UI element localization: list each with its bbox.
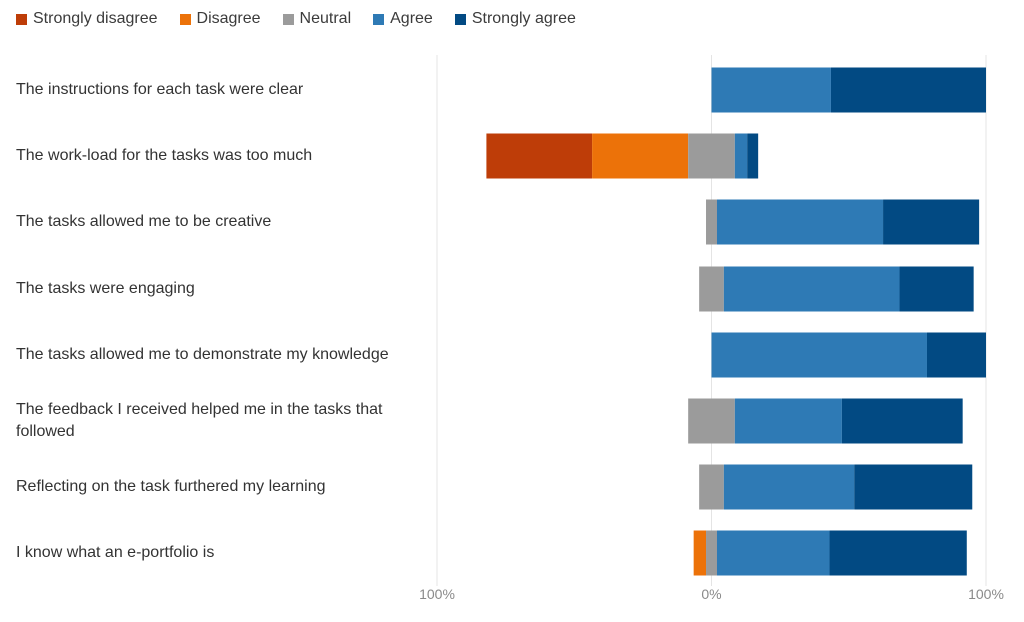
x-tick-label: 100%	[968, 586, 1004, 602]
legend-item-strongly-agree: Strongly agree	[454, 10, 576, 28]
bar-segment-disagree	[693, 530, 707, 576]
bar-segment-neutral	[706, 199, 717, 245]
bar-segment-strongly-agree	[899, 266, 974, 312]
bar-segment-agree	[734, 133, 748, 179]
legend-swatch	[282, 13, 294, 25]
category-label: The tasks were engaging	[16, 280, 195, 297]
legend-swatch	[454, 13, 466, 25]
category-label: The tasks allowed me to demonstrate my k…	[16, 346, 389, 363]
legend-label: Strongly disagree	[33, 10, 158, 27]
x-axis-ticks: 100% 0% 100%	[419, 586, 1004, 602]
bar-segment-disagree	[592, 133, 689, 179]
bar-segment-neutral	[699, 464, 724, 510]
category-label: The instructions for each task were clea…	[16, 81, 304, 98]
category-label: I know what an e-portfolio is	[16, 544, 215, 561]
bar-segment-agree	[734, 398, 842, 444]
bar-segment-agree	[716, 199, 884, 245]
x-tick-label: 0%	[701, 586, 721, 602]
legend-item-disagree: Disagree	[179, 10, 261, 28]
bar-segment-agree	[711, 332, 927, 378]
bar-segment-strongly-agree	[747, 133, 759, 179]
bar-segment-strongly-agree	[926, 332, 986, 378]
legend-label: Agree	[390, 10, 433, 27]
legend-label: Neutral	[299, 10, 352, 27]
bar-segment-neutral	[688, 398, 735, 444]
bar-segment-strongly-disagree	[486, 133, 593, 179]
category-label: Reflecting on the task furthered my lear…	[16, 478, 326, 495]
category-label: The work-load for the tasks was too much	[16, 147, 313, 164]
bar-segment-agree	[716, 530, 830, 576]
legend-swatch	[16, 13, 27, 25]
bar-segment-strongly-agree	[883, 199, 980, 245]
bar-segment-agree	[723, 464, 855, 510]
legend-swatch	[373, 13, 385, 25]
bar-segment-agree	[723, 266, 900, 312]
x-tick-label: 100%	[419, 586, 455, 602]
legend-item-agree: Agree	[373, 10, 433, 28]
bar-segment-neutral	[699, 266, 724, 312]
bar-segment-strongly-agree	[829, 530, 967, 576]
legend-swatch	[179, 13, 191, 25]
category-label: The tasks allowed me to be creative	[16, 213, 272, 230]
bar-segment-neutral	[706, 530, 717, 576]
bar-segment-strongly-agree	[830, 67, 986, 113]
bar-segment-agree	[711, 67, 831, 113]
category-label: The feedback I received helped me in the…	[16, 401, 383, 440]
legend-label: Disagree	[196, 10, 261, 27]
bar-segment-neutral	[688, 133, 735, 179]
bar-segment-strongly-agree	[841, 398, 963, 444]
legend-item-strongly-disagree: Strongly disagree	[16, 10, 158, 28]
legend-item-neutral: Neutral	[282, 10, 352, 28]
bar-segments	[486, 67, 986, 576]
chart-legend: Strongly disagree Disagree Neutral Agree…	[16, 8, 598, 30]
bar-segment-strongly-agree	[854, 464, 973, 510]
legend-label: Strongly agree	[471, 10, 576, 27]
